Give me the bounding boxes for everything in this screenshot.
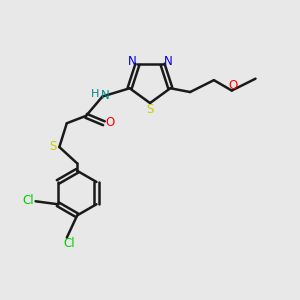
- Text: N: N: [101, 89, 110, 102]
- Text: O: O: [228, 79, 237, 92]
- Text: Cl: Cl: [22, 194, 34, 207]
- Text: H: H: [91, 89, 99, 99]
- Text: S: S: [49, 140, 56, 153]
- Text: O: O: [105, 116, 115, 129]
- Text: S: S: [146, 103, 154, 116]
- Text: Cl: Cl: [63, 237, 75, 250]
- Text: N: N: [164, 55, 172, 68]
- Text: N: N: [128, 55, 136, 68]
